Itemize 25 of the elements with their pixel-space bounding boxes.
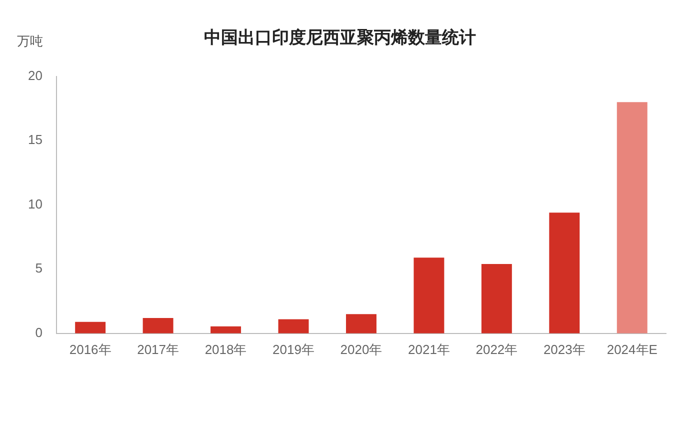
bar bbox=[75, 322, 106, 334]
chart-title: 中国出口印度尼西亚聚丙烯数量统计 bbox=[204, 28, 476, 47]
x-tick-label: 2018年 bbox=[204, 342, 247, 357]
y-tick-label: 15 bbox=[28, 132, 42, 148]
y-axis-title: 万吨 bbox=[17, 34, 43, 49]
bar bbox=[616, 102, 648, 334]
bar bbox=[414, 258, 444, 334]
x-tick-label: 2020年 bbox=[340, 342, 382, 357]
x-tick-label: 2016年 bbox=[69, 342, 112, 357]
bar bbox=[481, 264, 512, 334]
x-tick-label: 2021年 bbox=[408, 342, 450, 357]
x-tick-label: 2017年 bbox=[137, 342, 180, 357]
bar bbox=[142, 318, 174, 334]
y-tick-label: 10 bbox=[28, 196, 42, 212]
x-tick-label: 2019年 bbox=[272, 342, 314, 357]
y-tick-label: 20 bbox=[28, 68, 42, 83]
bar bbox=[549, 212, 580, 334]
x-tick-label: 2024年E bbox=[606, 342, 658, 357]
y-tick-label: 5 bbox=[35, 260, 42, 276]
y-tick-label: 0 bbox=[35, 324, 42, 340]
bar bbox=[210, 326, 242, 334]
bar bbox=[278, 319, 309, 334]
bar bbox=[346, 314, 376, 334]
x-tick-label: 2023年 bbox=[543, 342, 586, 357]
x-tick-label: 2022年 bbox=[476, 342, 518, 357]
